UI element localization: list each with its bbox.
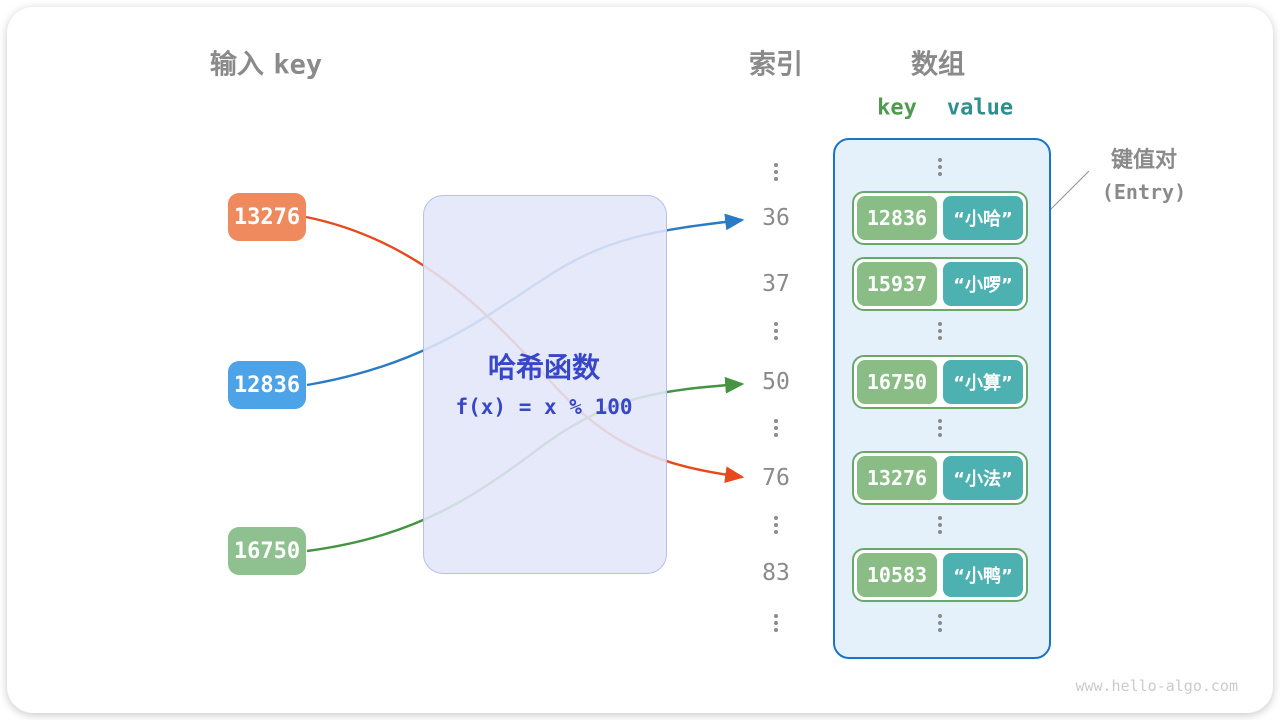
array-ellipsis xyxy=(938,419,942,437)
index-header: 索引 xyxy=(749,49,803,81)
input-key-16750: 16750 xyxy=(228,527,306,575)
entry-key: 15937 xyxy=(857,262,937,306)
value-column-header: value xyxy=(946,95,1014,121)
entry-value: “小鸭” xyxy=(943,553,1023,597)
entry-key: 10583 xyxy=(857,553,937,597)
entry-key: 13276 xyxy=(857,456,937,500)
entry-value: “小法” xyxy=(943,456,1023,500)
index-37: 37 xyxy=(762,271,790,297)
input-key-header-en: key xyxy=(273,49,323,81)
entry-key: 12836 xyxy=(857,196,937,240)
hash-function-title: 哈希函数 xyxy=(487,351,601,384)
index-ellipsis xyxy=(774,419,778,437)
index-ellipsis xyxy=(774,163,778,181)
watermark: www.hello-algo.com xyxy=(1075,677,1238,695)
key-column-header: key xyxy=(877,95,917,121)
array-ellipsis xyxy=(938,516,942,534)
array-ellipsis xyxy=(938,158,942,176)
entry-label-cn: 键值对 xyxy=(1110,148,1178,173)
entry-row-16750: 16750 “小算” xyxy=(852,355,1028,409)
input-key-12836: 12836 xyxy=(228,361,306,409)
entry-row-12836: 12836 “小哈” xyxy=(852,191,1028,245)
input-key-header: 输入 key xyxy=(210,43,322,82)
entry-value: “小啰” xyxy=(943,262,1023,306)
entry-row-10583: 10583 “小鸭” xyxy=(852,548,1028,602)
index-ellipsis xyxy=(774,516,778,534)
hash-function-formula: f(x) = x % 100 xyxy=(455,395,633,419)
index-76: 76 xyxy=(762,465,790,491)
index-50: 50 xyxy=(762,369,790,395)
entry-row-13276: 13276 “小法” xyxy=(852,451,1028,505)
array-ellipsis xyxy=(938,614,942,632)
index-ellipsis xyxy=(774,322,778,340)
array-header: 数组 xyxy=(911,49,965,81)
input-key-13276: 13276 xyxy=(228,193,306,241)
entry-value: “小哈” xyxy=(943,196,1023,240)
index-83: 83 xyxy=(762,560,790,586)
input-key-header-cn: 输入 xyxy=(209,49,264,81)
entry-row-15937: 15937 “小啰” xyxy=(852,257,1028,311)
entry-label-en: (Entry) xyxy=(1101,180,1187,204)
index-ellipsis xyxy=(774,614,778,632)
index-36: 36 xyxy=(762,205,790,231)
array-ellipsis xyxy=(938,322,942,340)
entry-key: 16750 xyxy=(857,360,937,404)
entry-value: “小算” xyxy=(943,360,1023,404)
